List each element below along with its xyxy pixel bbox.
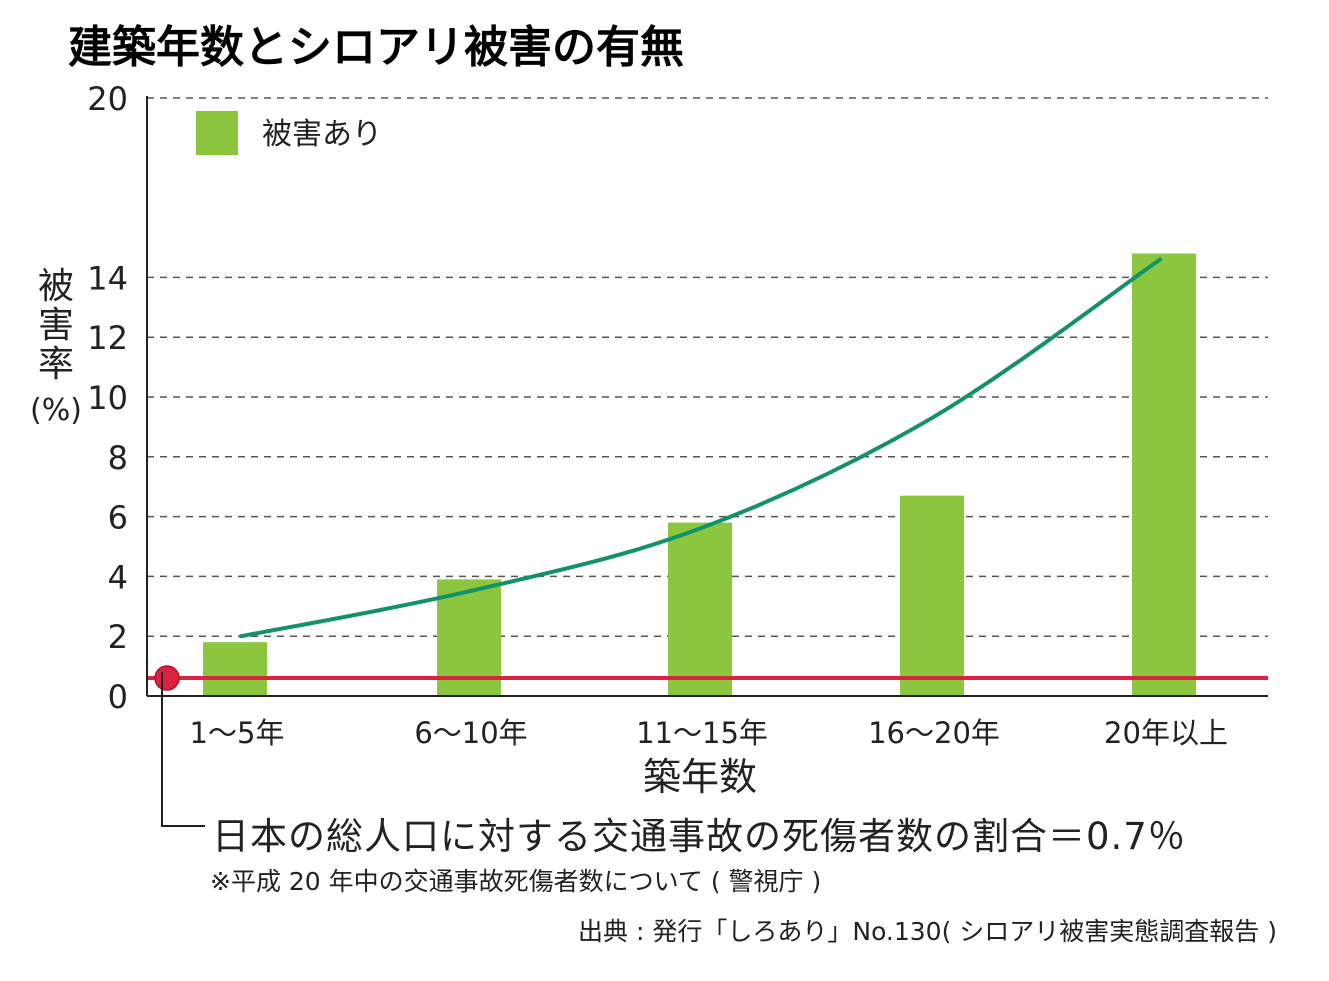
bar-series <box>203 253 1196 697</box>
reference-note: 日本の総人口に対する交通事故の死傷者数の割合＝0.7％ <box>212 815 1186 858</box>
bar <box>900 495 964 696</box>
y-tick-label: 6 <box>108 499 128 537</box>
y-tick-label: 8 <box>108 439 128 477</box>
legend-label: 被害あり <box>262 117 382 152</box>
reference-leader-line <box>161 672 205 827</box>
y-tick-label: 10 <box>87 379 128 417</box>
y-axis-label: 被害率 (%) <box>30 266 82 428</box>
x-tick-labels: 1〜5年 6〜10年 11〜15年 16〜20年 20年以上 <box>190 716 1228 750</box>
y-tick-labels: 0 2 4 6 8 10 12 14 20 <box>87 80 128 716</box>
y-tick-label: 4 <box>108 558 128 596</box>
trend-line-group <box>239 257 1162 639</box>
legend: 被害あり <box>196 111 382 155</box>
trend-line <box>239 257 1162 639</box>
y-tick-label: 0 <box>108 678 128 716</box>
y-axis-label-part: (%) <box>30 393 82 428</box>
y-axis-label-part: 率 <box>38 344 74 385</box>
bar <box>1132 253 1196 697</box>
bar <box>203 642 267 696</box>
reference-marker <box>154 665 180 691</box>
legend-swatch <box>196 111 238 155</box>
x-tick-label: 1〜5年 <box>190 716 285 750</box>
y-tick-label: 14 <box>87 259 128 297</box>
x-tick-label: 11〜15年 <box>636 716 768 750</box>
axes <box>146 96 1268 697</box>
chart-title: 建築年数とシロアリ被害の有無 <box>68 22 684 73</box>
x-tick-label: 6〜10年 <box>414 716 527 750</box>
reference-footnote: ※平成 20 年中の交通事故死傷者数について ( 警視庁 ) <box>210 867 822 896</box>
source-credit: 出典 : 発行「しろあり」No.130( シロアリ被害実態調査報告 ) <box>578 917 1277 946</box>
y-tick-label: 20 <box>87 80 128 118</box>
x-tick-label: 20年以上 <box>1104 716 1228 750</box>
y-axis-label-part: 被 <box>38 266 74 307</box>
y-axis-label-part: 害 <box>38 305 74 346</box>
x-tick-label: 16〜20年 <box>868 716 1000 750</box>
y-tick-label: 2 <box>108 618 128 656</box>
bar <box>668 522 732 696</box>
x-axis-label: 築年数 <box>643 755 757 799</box>
y-tick-label: 12 <box>87 319 128 357</box>
